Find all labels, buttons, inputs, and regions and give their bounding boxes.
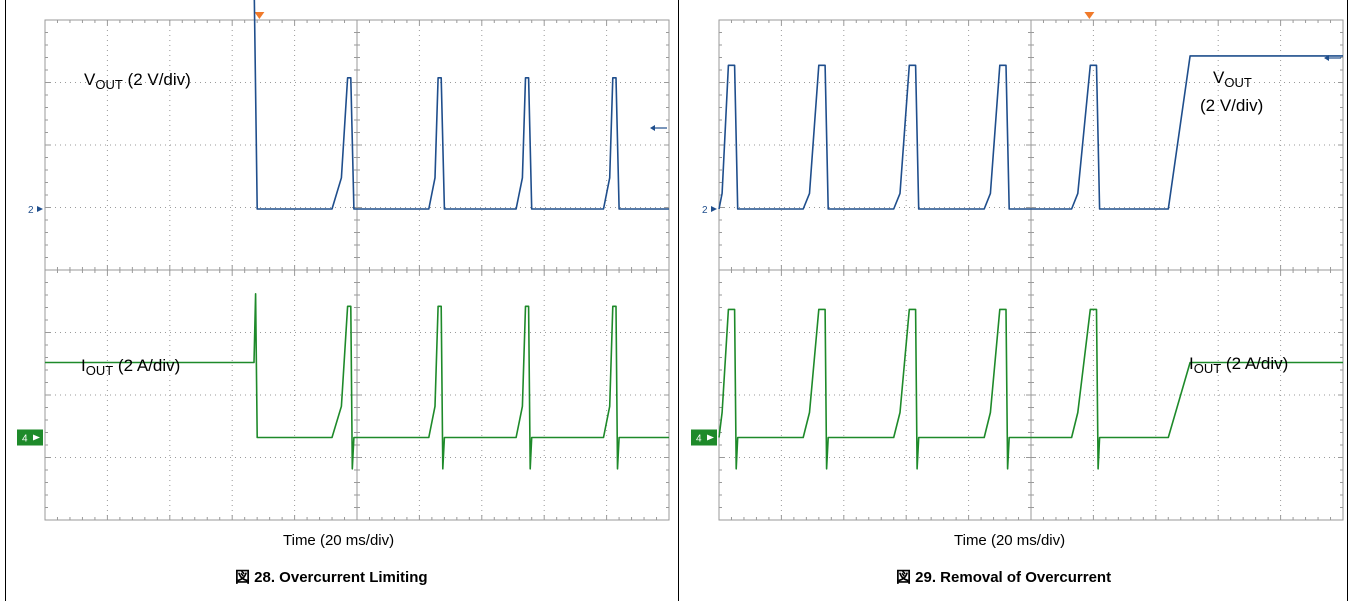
ch2-ground-marker: 2 [28, 205, 43, 216]
vout-trace [718, 55, 1343, 210]
iout-label-sub: OUT [85, 363, 114, 378]
iout-trace [718, 308, 1343, 470]
ch4-marker-label: 4 [696, 434, 702, 445]
ch2-ground-marker: 2 [702, 205, 717, 216]
iout-label-scale: (2 A/div) [1225, 354, 1289, 373]
ch4-marker-arrow-icon [707, 434, 714, 441]
graticule [718, 19, 1344, 521]
ch4-ground-marker: 4 [691, 429, 717, 446]
trigger-marker-icon [1084, 12, 1095, 19]
panel-divider [678, 0, 679, 601]
ch2-marker-arrow-icon [37, 206, 43, 212]
ch2-marker-label: 2 [702, 205, 708, 216]
iout-label-sub: OUT [1193, 361, 1222, 376]
iout-label-main: I [81, 356, 86, 375]
iout-label-main: I [1189, 354, 1194, 373]
figure-caption: 図 28. Overcurrent Limiting [235, 569, 428, 586]
vout-label: VOUT (2 V/div) [84, 70, 191, 95]
ch4-marker-arrow-icon [33, 434, 40, 441]
iout-trace [45, 292, 669, 470]
reference-arrow-head [1324, 55, 1329, 61]
scope-screen: 24 [17, 0, 670, 521]
iout-label: IOUT (2 A/div) [81, 356, 180, 381]
vout-label-sub: OUT [1224, 75, 1252, 90]
x-axis-label: Time (20 ms/div) [954, 532, 1066, 549]
ch4-ground-marker: 4 [17, 429, 43, 446]
vout-label-scale: (2 V/div) [1200, 96, 1264, 115]
vout-label-main: V [84, 70, 96, 89]
scope-screen: 24 [691, 12, 1344, 521]
reference-arrow-icon [650, 125, 667, 131]
figure-caption: 図 29. Removal of Overcurrent [896, 569, 1112, 586]
vout-label: VOUT [1213, 68, 1252, 93]
figure-frame [5, 0, 1348, 601]
vout-label-main: V [1213, 68, 1225, 87]
vout-trace [253, 0, 669, 210]
ch4-marker-badge [17, 429, 43, 446]
iout-label: IOUT (2 A/div) [1189, 354, 1288, 379]
vout-label-scale: (2 V/div) [127, 70, 191, 89]
reference-arrow-icon [1324, 55, 1341, 61]
vout-label-sub: OUT [95, 77, 123, 92]
reference-arrow-head [650, 125, 655, 131]
trigger-marker-icon [254, 12, 265, 19]
x-axis-label: Time (20 ms/div) [283, 532, 395, 549]
ch2-marker-label: 2 [28, 205, 34, 216]
ch2-marker-arrow-icon [711, 206, 717, 212]
iout-label-scale: (2 A/div) [117, 356, 181, 375]
ch4-marker-badge [691, 429, 717, 446]
graticule [44, 19, 670, 521]
ch4-marker-label: 4 [22, 434, 28, 445]
